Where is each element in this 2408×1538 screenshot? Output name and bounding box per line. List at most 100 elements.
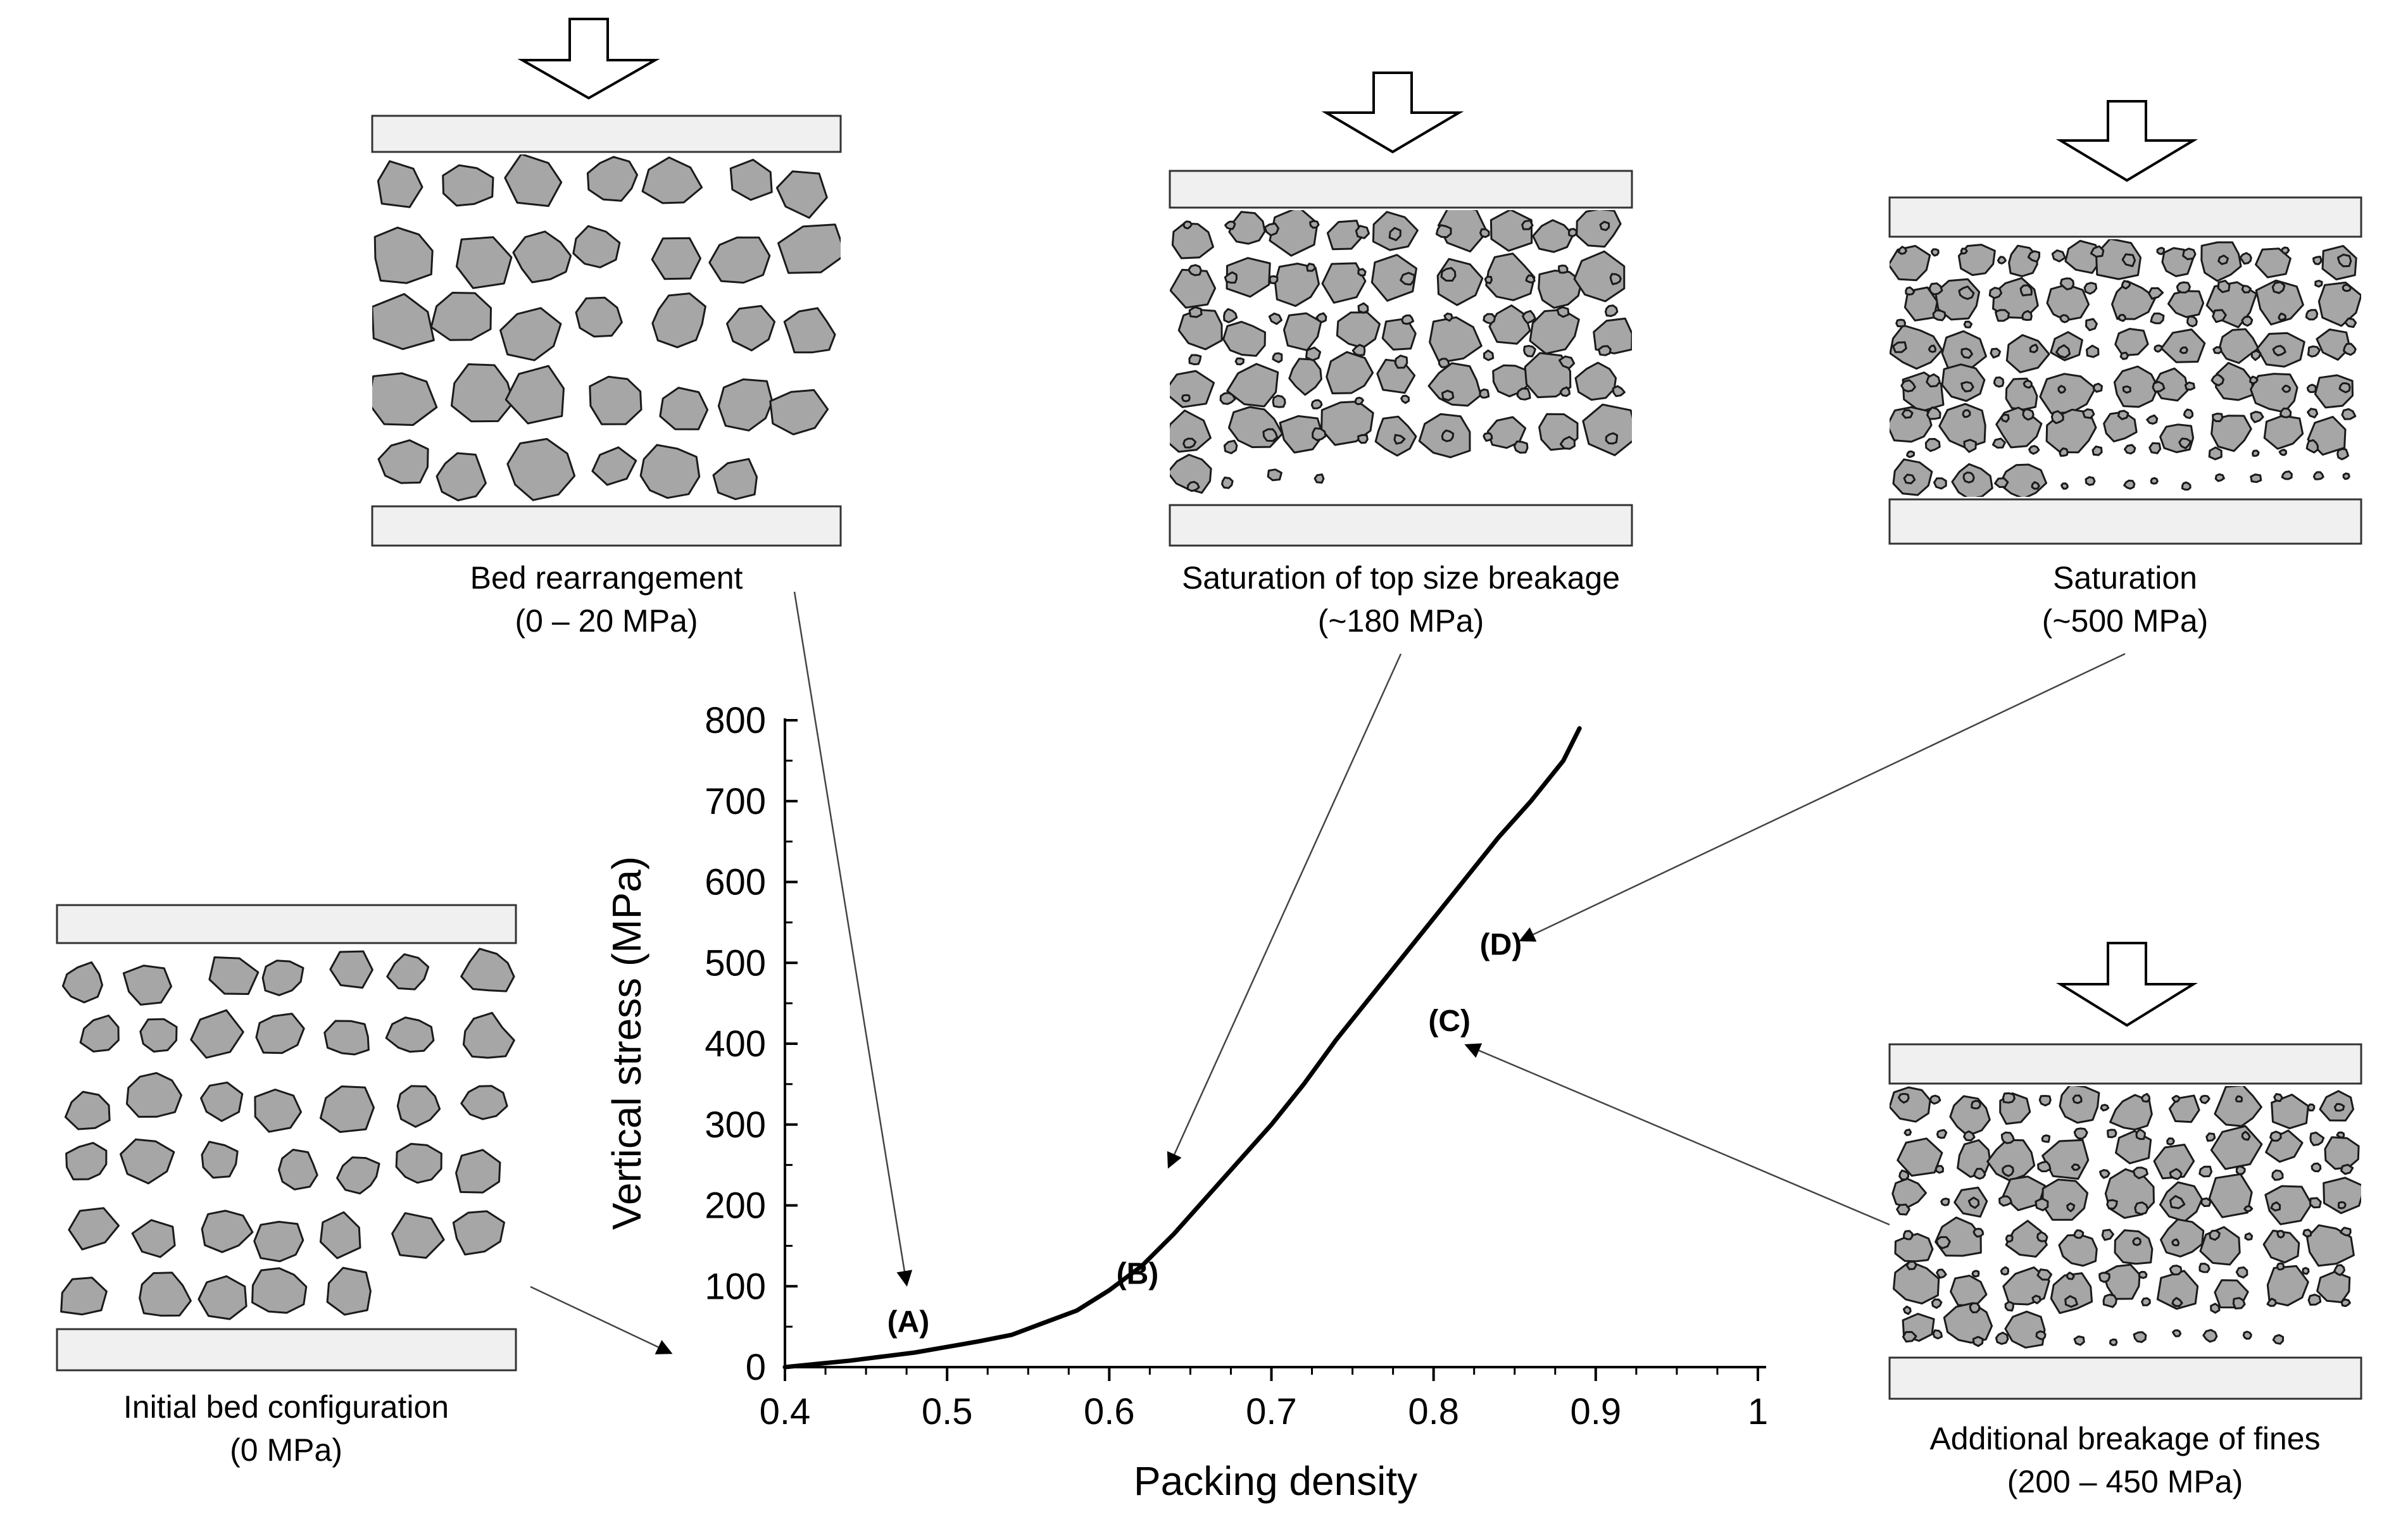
particle: [1897, 1092, 1910, 1104]
particle: [2212, 346, 2223, 354]
particle: [2273, 1093, 2283, 1103]
particle: [2312, 256, 2323, 265]
particle: [2019, 284, 2033, 297]
particle: [377, 439, 429, 484]
particle: [1182, 220, 1193, 230]
particle: [1972, 1168, 1986, 1180]
particle: [1931, 1298, 1943, 1309]
top-plate: [371, 115, 842, 153]
particle: [659, 387, 709, 430]
series-line: [782, 726, 1582, 1370]
particle: [2200, 1197, 2212, 1208]
particle: [2148, 287, 2164, 300]
particle: [255, 1013, 305, 1054]
x-tick-group: 0.4 0.5 0.6 0.7 0.8 0.9 1: [760, 1367, 1768, 1432]
fines-set: [1181, 219, 1626, 492]
particle: [2100, 1104, 2110, 1111]
particle: [2198, 1165, 2213, 1178]
particle: [1972, 1227, 1985, 1238]
particle: [1928, 282, 1943, 296]
particle: [1936, 1268, 1947, 1279]
particle: [1523, 345, 1536, 358]
particle: [455, 1149, 501, 1194]
particle: [504, 154, 563, 207]
particle: [2091, 445, 2103, 456]
particle: [783, 307, 836, 354]
particle: [2028, 445, 2040, 455]
panel-pressure: (0 – 20 MPa): [515, 603, 698, 639]
y-tick-label: 300: [705, 1104, 766, 1146]
particle: [2066, 1202, 2076, 1213]
particle: [1437, 210, 1488, 253]
particle: [1486, 416, 1527, 449]
particle: [396, 1085, 441, 1128]
particle: [2072, 1094, 2083, 1104]
particle: [1351, 344, 1366, 356]
particle: [1926, 373, 1941, 388]
particle: [2085, 318, 2098, 332]
particle: [2035, 1330, 2047, 1341]
particle: [651, 237, 701, 280]
particle: [1532, 219, 1574, 253]
particle: [1429, 316, 1483, 364]
bottom-plate: [1888, 498, 2362, 545]
particle: [1223, 439, 1238, 454]
particle: [2114, 328, 2149, 357]
particle: [2337, 1201, 2347, 1210]
particle: [1604, 304, 1619, 317]
particle: [373, 227, 434, 284]
particle: [1435, 224, 1452, 239]
particle: [1226, 363, 1279, 408]
particle: [120, 1138, 175, 1185]
particle: [2117, 313, 2127, 322]
particle: [2119, 351, 2129, 360]
particle: [460, 947, 515, 992]
point-label: (B): [1117, 1257, 1159, 1291]
particle: [2002, 1165, 2014, 1177]
particle: [2252, 449, 2260, 457]
particle: [1928, 344, 1937, 353]
particle: [1932, 309, 1947, 322]
particle: [2090, 245, 2105, 258]
particle: [1900, 379, 1916, 392]
particle: [2000, 413, 2010, 423]
particle: [1224, 220, 1236, 230]
bottom-plate: [56, 1328, 517, 1372]
particle: [2263, 415, 2304, 450]
particle: [2169, 1168, 2183, 1180]
particle: [1267, 468, 1282, 482]
particle: [2309, 1197, 2322, 1209]
particle: [1940, 1197, 1950, 1206]
particle: [2059, 314, 2070, 323]
particle: [2307, 1294, 2322, 1306]
particle: [139, 1018, 178, 1053]
particle: [323, 1020, 370, 1056]
particle: [1960, 247, 1968, 255]
particle: [2156, 1270, 2199, 1310]
particle: [2241, 284, 2252, 294]
particle: [586, 156, 638, 202]
top-plate: [56, 904, 517, 944]
particle: [2004, 1310, 2046, 1349]
particle: [2031, 1294, 2041, 1304]
particle: [2085, 476, 2096, 486]
particle: [1969, 1302, 1981, 1313]
particle: [2183, 408, 2194, 420]
particle: [391, 1212, 445, 1259]
particle: [2210, 1303, 2221, 1314]
y-tick-label: 400: [705, 1023, 766, 1065]
particle: [372, 372, 438, 426]
particle: [1893, 1260, 1940, 1304]
particle: [1326, 351, 1374, 394]
particle: [2160, 1218, 2205, 1258]
particle: [1170, 268, 1217, 309]
point-label-group: (A) (B) (C) (D): [887, 928, 1522, 1339]
particle: [1593, 317, 1632, 354]
particle: [1972, 1335, 1984, 1347]
particle: [2271, 1094, 2309, 1130]
particle: [1936, 1128, 1948, 1139]
particle: [2305, 439, 2319, 454]
particle: [2002, 1092, 2016, 1104]
particle: [2302, 1229, 2312, 1238]
